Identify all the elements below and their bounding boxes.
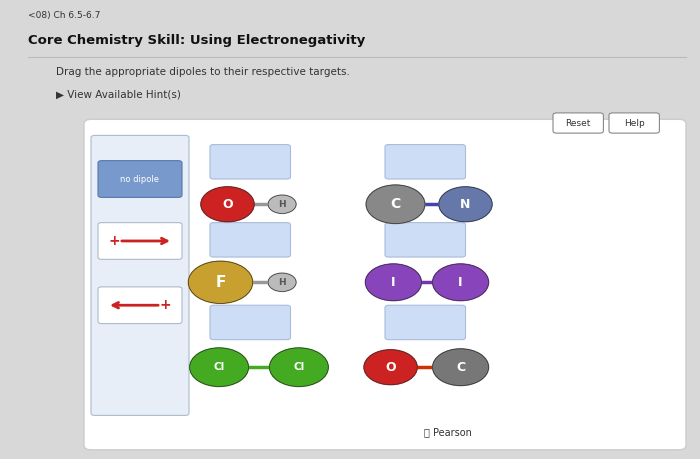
Circle shape <box>365 264 421 301</box>
Circle shape <box>433 264 489 301</box>
Text: Cl: Cl <box>214 362 225 372</box>
Text: H: H <box>279 278 286 287</box>
Text: O: O <box>385 361 396 374</box>
FancyBboxPatch shape <box>98 161 182 197</box>
Text: I: I <box>458 276 463 289</box>
Circle shape <box>188 261 253 303</box>
FancyBboxPatch shape <box>210 145 290 179</box>
Circle shape <box>190 348 248 386</box>
Text: Cl: Cl <box>293 362 304 372</box>
FancyBboxPatch shape <box>84 119 686 450</box>
Circle shape <box>433 349 489 386</box>
FancyBboxPatch shape <box>98 223 182 259</box>
Text: no dipole: no dipole <box>120 174 160 184</box>
Circle shape <box>201 187 254 222</box>
Circle shape <box>439 187 492 222</box>
Text: ▶ View Available Hint(s): ▶ View Available Hint(s) <box>56 90 181 100</box>
Text: <08) Ch 6.5-6.7: <08) Ch 6.5-6.7 <box>28 11 100 21</box>
Text: N: N <box>461 198 470 211</box>
Text: I: I <box>391 276 395 289</box>
FancyBboxPatch shape <box>210 223 290 257</box>
Text: H: H <box>279 200 286 209</box>
Circle shape <box>268 273 296 291</box>
Text: C: C <box>456 361 466 374</box>
Text: Core Chemistry Skill: Using Electronegativity: Core Chemistry Skill: Using Electronegat… <box>28 34 365 47</box>
Text: Help: Help <box>624 118 645 128</box>
Circle shape <box>268 195 296 213</box>
Text: +: + <box>108 234 120 248</box>
FancyBboxPatch shape <box>553 113 603 133</box>
FancyBboxPatch shape <box>385 223 466 257</box>
FancyBboxPatch shape <box>385 305 466 340</box>
Circle shape <box>366 185 425 224</box>
Text: C: C <box>391 197 400 211</box>
Text: ⓟ Pearson: ⓟ Pearson <box>424 427 472 437</box>
FancyBboxPatch shape <box>91 135 189 415</box>
FancyBboxPatch shape <box>385 145 466 179</box>
FancyBboxPatch shape <box>98 287 182 324</box>
Text: +: + <box>160 298 172 312</box>
Text: O: O <box>222 198 233 211</box>
Text: Reset: Reset <box>566 118 591 128</box>
Circle shape <box>364 350 417 385</box>
FancyBboxPatch shape <box>210 305 290 340</box>
FancyBboxPatch shape <box>609 113 659 133</box>
Circle shape <box>270 348 328 386</box>
Text: Drag the appropriate dipoles to their respective targets.: Drag the appropriate dipoles to their re… <box>56 67 350 77</box>
Text: F: F <box>216 275 225 290</box>
